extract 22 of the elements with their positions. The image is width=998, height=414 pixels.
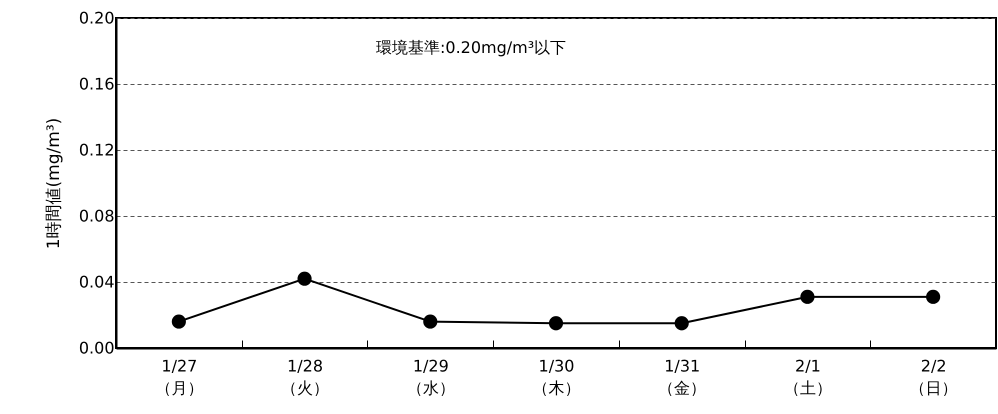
x-tick-label: 1/28 （火） <box>281 356 330 398</box>
y-tick-label: 0.20 <box>78 8 114 28</box>
y-tick-label: 0.08 <box>78 206 114 226</box>
y-tick-label: 0.04 <box>78 272 114 292</box>
point <box>800 290 814 304</box>
point <box>926 290 940 304</box>
point <box>548 316 564 330</box>
point <box>298 272 312 286</box>
point <box>674 316 689 330</box>
annotation: 環境基準:0.20mg/m³以下 <box>376 38 566 57</box>
y-tick-label: 0.00 <box>78 338 114 358</box>
y-tick-label: 0.16 <box>78 74 114 94</box>
point <box>172 314 186 329</box>
x-tick-label: 1/31 （金） <box>658 356 706 398</box>
x-tick-label: 2/2 （日） <box>910 356 958 398</box>
point <box>423 314 438 329</box>
x-tick-label: 1/29 （水） <box>406 356 455 398</box>
y-tick-label: 0.12 <box>78 140 114 160</box>
x-tick-label: 1/30 （木） <box>532 356 580 398</box>
x-tick-label: 2/1 （土） <box>784 356 832 398</box>
y-axis-title: 1時間値(mg/m³) <box>44 118 64 250</box>
x-tick-label: 1/27 （月） <box>155 356 204 398</box>
